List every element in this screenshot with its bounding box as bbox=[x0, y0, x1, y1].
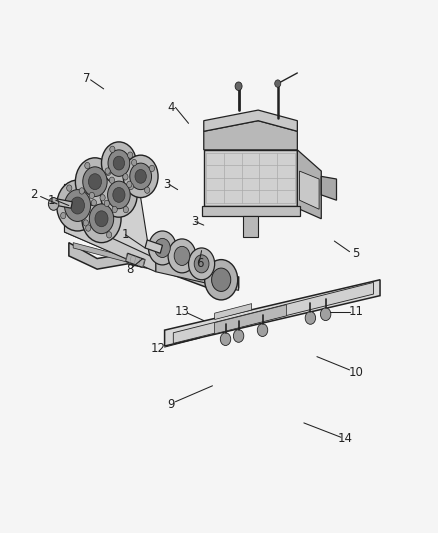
Circle shape bbox=[67, 185, 72, 191]
Polygon shape bbox=[173, 282, 374, 343]
Text: 3: 3 bbox=[191, 215, 199, 228]
Circle shape bbox=[64, 190, 91, 221]
Circle shape bbox=[131, 159, 137, 166]
Circle shape bbox=[130, 163, 152, 190]
Circle shape bbox=[321, 308, 331, 320]
Circle shape bbox=[194, 255, 209, 273]
Polygon shape bbox=[204, 150, 297, 206]
Circle shape bbox=[48, 198, 59, 211]
Circle shape bbox=[235, 82, 242, 91]
Polygon shape bbox=[64, 184, 152, 269]
Circle shape bbox=[123, 206, 128, 213]
Polygon shape bbox=[64, 216, 156, 272]
Polygon shape bbox=[51, 198, 72, 208]
Circle shape bbox=[108, 181, 130, 209]
Circle shape bbox=[57, 180, 99, 231]
Polygon shape bbox=[297, 150, 321, 219]
Polygon shape bbox=[125, 253, 145, 268]
Circle shape bbox=[108, 150, 130, 176]
Circle shape bbox=[89, 204, 114, 233]
Polygon shape bbox=[204, 110, 297, 131]
Text: 9: 9 bbox=[167, 398, 175, 411]
Circle shape bbox=[188, 248, 215, 280]
Text: 7: 7 bbox=[82, 72, 90, 85]
Circle shape bbox=[104, 200, 110, 207]
Circle shape bbox=[113, 156, 124, 170]
Polygon shape bbox=[215, 305, 286, 334]
Circle shape bbox=[60, 213, 66, 219]
Polygon shape bbox=[243, 216, 258, 237]
Circle shape bbox=[127, 181, 132, 188]
Circle shape bbox=[110, 177, 115, 183]
Text: 12: 12 bbox=[151, 342, 166, 355]
Circle shape bbox=[174, 246, 190, 265]
Circle shape bbox=[85, 163, 90, 169]
Circle shape bbox=[71, 197, 85, 214]
Circle shape bbox=[275, 80, 281, 87]
Circle shape bbox=[220, 333, 231, 345]
Polygon shape bbox=[204, 120, 297, 150]
Circle shape bbox=[88, 174, 102, 190]
Circle shape bbox=[135, 169, 146, 183]
Polygon shape bbox=[73, 243, 215, 285]
Circle shape bbox=[100, 195, 105, 201]
Circle shape bbox=[123, 155, 158, 198]
Circle shape bbox=[79, 188, 85, 194]
Circle shape bbox=[110, 146, 115, 152]
Circle shape bbox=[128, 183, 134, 190]
Circle shape bbox=[233, 329, 244, 342]
Polygon shape bbox=[156, 259, 239, 290]
Circle shape bbox=[106, 232, 112, 238]
Text: 1: 1 bbox=[48, 193, 55, 207]
Circle shape bbox=[91, 199, 96, 206]
Text: 3: 3 bbox=[163, 178, 170, 191]
Circle shape bbox=[83, 220, 88, 226]
Polygon shape bbox=[321, 176, 336, 200]
Text: 4: 4 bbox=[167, 101, 175, 114]
Circle shape bbox=[113, 188, 125, 203]
Circle shape bbox=[212, 268, 231, 292]
Circle shape bbox=[149, 165, 155, 172]
Circle shape bbox=[102, 142, 136, 184]
Circle shape bbox=[145, 187, 150, 193]
Circle shape bbox=[155, 238, 170, 257]
Circle shape bbox=[112, 206, 117, 213]
Text: 10: 10 bbox=[349, 366, 364, 379]
Circle shape bbox=[82, 195, 121, 243]
Text: 5: 5 bbox=[353, 247, 360, 260]
Text: 13: 13 bbox=[175, 305, 190, 318]
Polygon shape bbox=[165, 280, 380, 346]
Circle shape bbox=[95, 211, 108, 227]
Circle shape bbox=[101, 173, 137, 217]
Circle shape bbox=[106, 169, 111, 175]
Text: 6: 6 bbox=[196, 257, 203, 270]
Circle shape bbox=[148, 231, 177, 265]
Circle shape bbox=[105, 168, 110, 174]
Text: 1: 1 bbox=[122, 228, 129, 241]
Polygon shape bbox=[201, 206, 300, 216]
Text: 2: 2 bbox=[30, 189, 38, 201]
Circle shape bbox=[205, 260, 238, 300]
Circle shape bbox=[86, 225, 91, 231]
Circle shape bbox=[89, 192, 95, 199]
Circle shape bbox=[83, 167, 107, 197]
Polygon shape bbox=[145, 240, 162, 253]
Polygon shape bbox=[300, 171, 319, 209]
Text: 11: 11 bbox=[349, 305, 364, 318]
Polygon shape bbox=[215, 304, 252, 319]
Circle shape bbox=[305, 312, 316, 324]
Circle shape bbox=[75, 158, 115, 206]
Circle shape bbox=[257, 324, 268, 336]
Circle shape bbox=[127, 152, 133, 158]
Circle shape bbox=[123, 174, 128, 180]
Text: 8: 8 bbox=[126, 263, 134, 276]
Polygon shape bbox=[69, 243, 239, 290]
Text: 14: 14 bbox=[338, 432, 353, 446]
Circle shape bbox=[168, 239, 196, 273]
